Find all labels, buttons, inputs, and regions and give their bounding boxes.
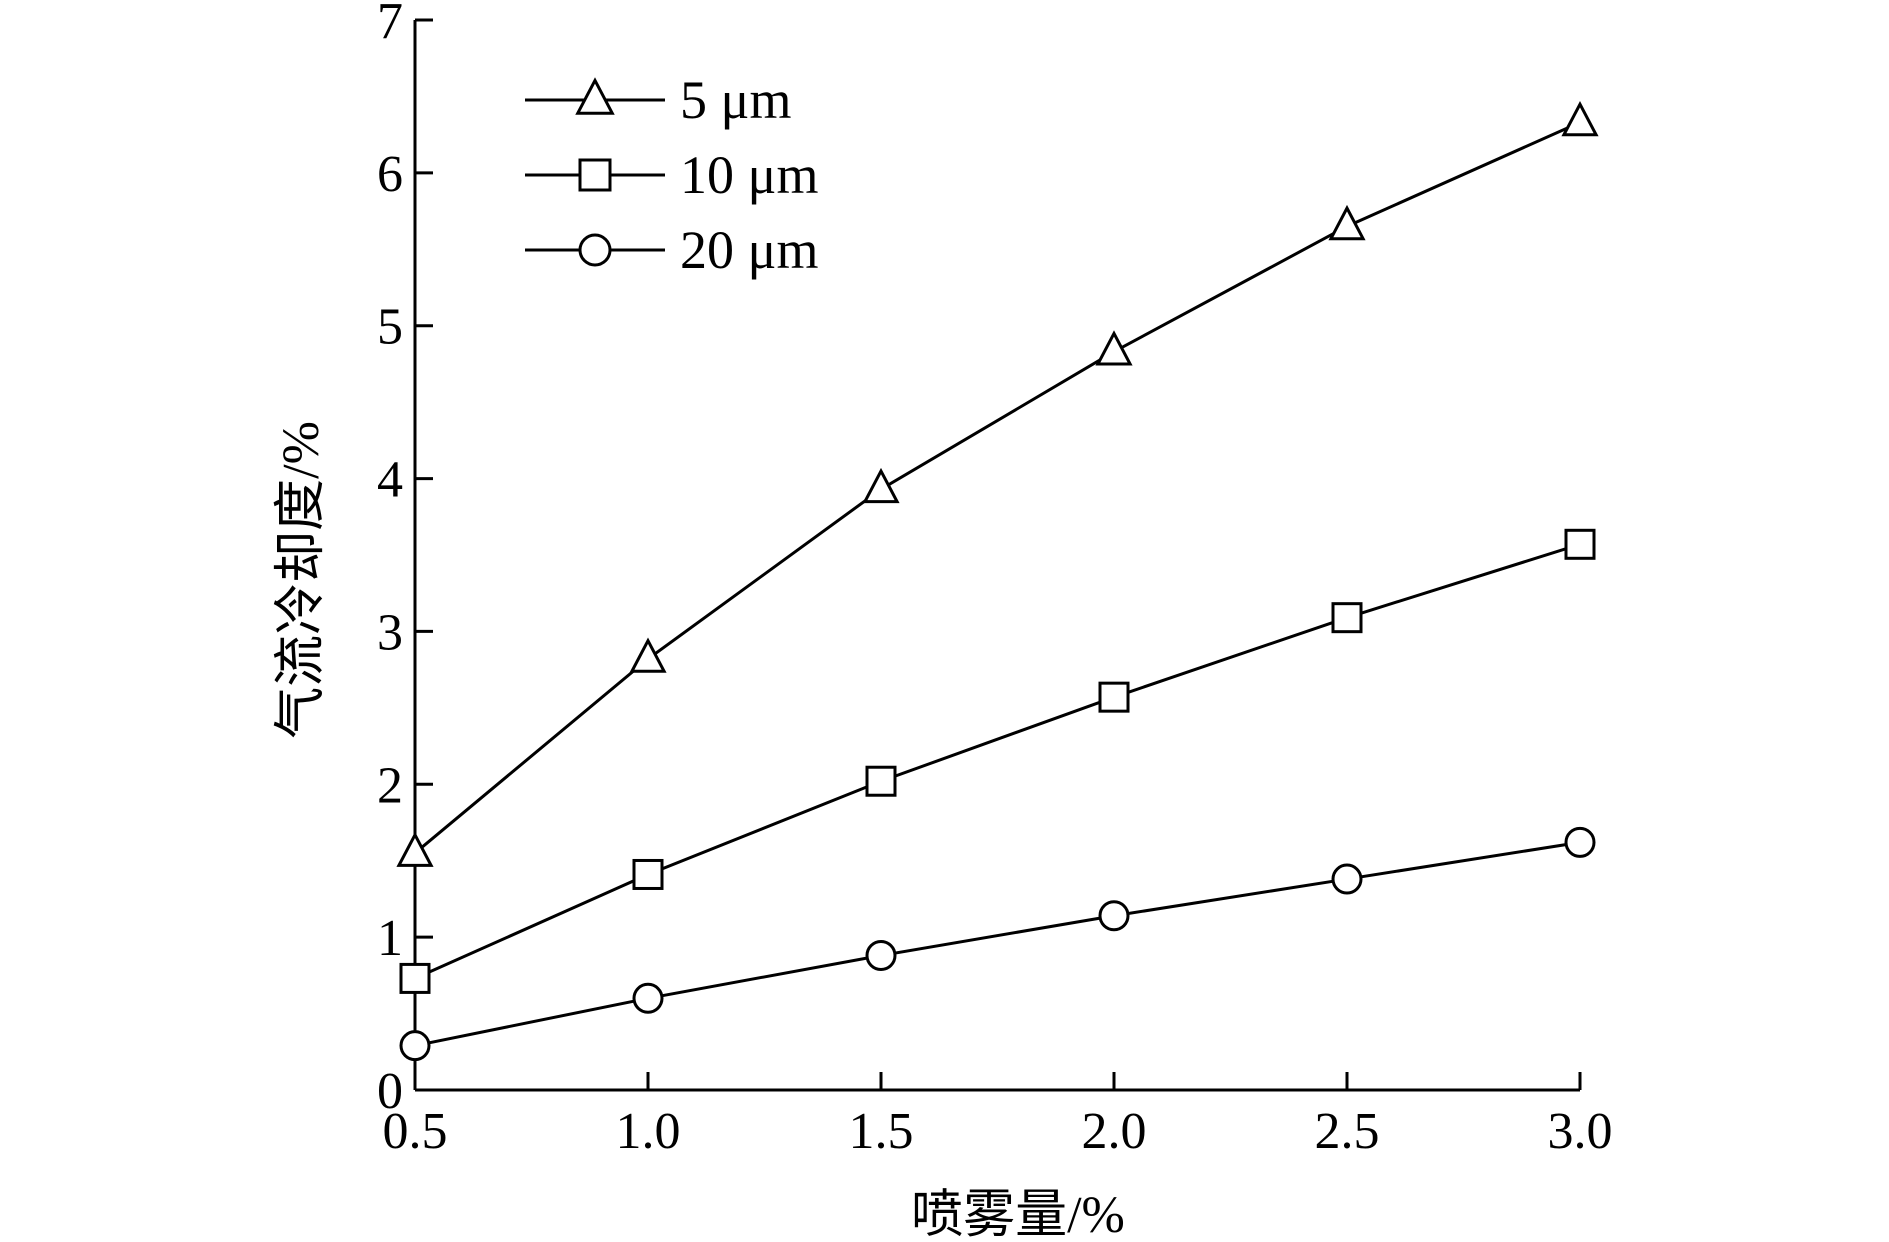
- data-point-circle: [1098, 900, 1130, 932]
- series-line: [414, 121, 1581, 855]
- y-tick-label: 4: [377, 452, 403, 509]
- data-point-circle: [865, 939, 897, 971]
- y-axis-label: 气流冷却度/%: [273, 421, 330, 739]
- y-tick-label: 0: [377, 1063, 403, 1120]
- legend-label: 20 μm: [680, 220, 818, 280]
- x-tick-label: 1.5: [849, 1103, 914, 1160]
- series-layer: [396, 100, 1599, 1062]
- legend-marker-triangle: [575, 77, 615, 115]
- y-tick-label: 2: [377, 757, 403, 814]
- data-point-circle: [399, 1030, 431, 1062]
- x-tick-label: 1.0: [616, 1103, 681, 1160]
- y-tick-label: 7: [377, 0, 403, 50]
- x-tick-label: 0.5: [383, 1103, 448, 1160]
- y-tick-label: 1: [377, 910, 403, 967]
- data-point-square: [865, 765, 897, 797]
- x-tick-label: 2.5: [1315, 1103, 1380, 1160]
- data-point-triangle: [862, 467, 900, 504]
- series-line: [414, 840, 1581, 1048]
- data-point-square: [1564, 528, 1596, 560]
- legend-label: 5 μm: [680, 70, 791, 130]
- legend-marker-circle: [578, 233, 612, 267]
- data-point-triangle: [1561, 100, 1599, 137]
- data-point-triangle: [629, 637, 667, 673]
- axes: 0.5 1.0 1.5 2.0 2.5 3.0 0 1 2 3 4 5 6 7: [377, 0, 1613, 1160]
- series-square: [399, 528, 1596, 994]
- data-point-square: [399, 962, 431, 994]
- data-point-circle: [1331, 863, 1363, 895]
- data-point-circle: [632, 982, 664, 1014]
- legend: 5 μm 10 μm 20 μm: [525, 70, 818, 280]
- series-triangle: [396, 100, 1599, 867]
- data-point-square: [1098, 681, 1130, 713]
- data-point-triangle: [1328, 204, 1366, 241]
- y-tick-label: 3: [377, 604, 403, 661]
- y-tick-label: 5: [377, 299, 403, 356]
- data-point-square: [1331, 602, 1363, 634]
- legend-marker-square: [578, 158, 612, 192]
- data-point-square: [632, 858, 664, 890]
- data-point-triangle: [1095, 330, 1133, 366]
- y-tick-label: 6: [377, 146, 403, 203]
- x-tick-label: 2.0: [1082, 1103, 1147, 1160]
- data-point-triangle: [396, 831, 434, 867]
- data-point-circle: [1564, 826, 1596, 858]
- legend-label: 10 μm: [680, 145, 818, 205]
- x-tick-label: 3.0: [1548, 1103, 1613, 1160]
- x-axis-label: 喷雾量/%: [911, 1187, 1125, 1242]
- series-circle: [399, 826, 1596, 1062]
- series-line: [414, 542, 1581, 980]
